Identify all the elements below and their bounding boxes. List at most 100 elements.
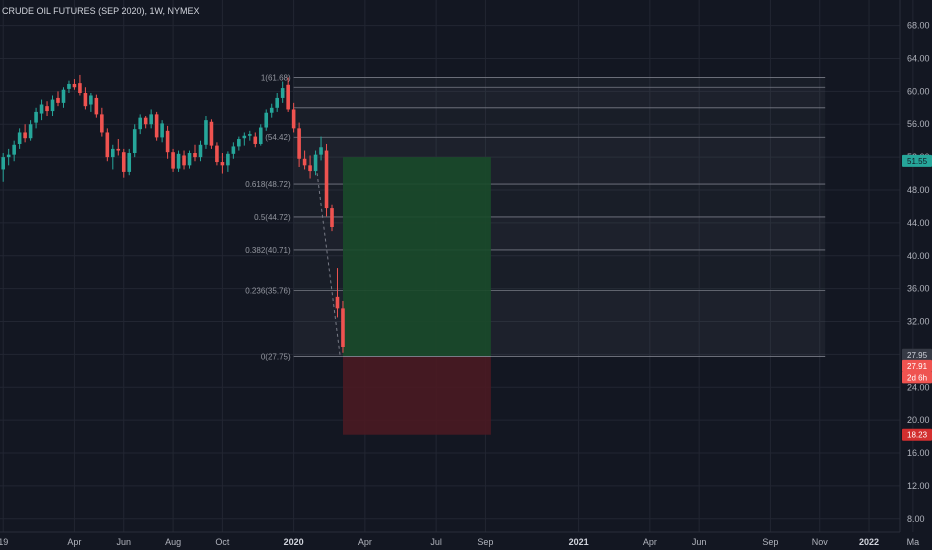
price-tag: 18.23 (902, 428, 932, 441)
candle (302, 150, 307, 170)
candle-body (302, 158, 307, 166)
candle-body (237, 139, 241, 147)
candle-body (313, 154, 318, 172)
candle (111, 144, 115, 170)
candle (39, 99, 44, 121)
fib-level-label: 1(61.68) (261, 74, 291, 83)
y-tick-label: 8.00 (907, 514, 925, 524)
candle (226, 151, 230, 172)
candle-body (83, 93, 88, 107)
candle-body (291, 109, 296, 129)
time-axis[interactable]: 19 Apr Jun Aug Oct 2020 Apr Jul Sep 2021 Apr Jun Sep… (0, 531, 920, 547)
candle-body (28, 124, 33, 139)
stop-loss-zone[interactable] (342, 356, 491, 435)
fib-level-label: (54.42) (265, 133, 291, 142)
fib-zone (293, 107, 826, 138)
candle-body (275, 97, 279, 108)
candle-body (61, 89, 66, 103)
candle (297, 122, 301, 167)
y-tick-label: 60.00 (907, 86, 930, 96)
candle-body (94, 97, 99, 115)
price-tag-bg (902, 154, 932, 167)
x-tick-label: Ma (907, 537, 920, 547)
candle-body (231, 146, 236, 154)
candle (12, 140, 16, 162)
price-tag-label: 18.23 (907, 431, 928, 440)
x-tick-label: Sep (477, 537, 493, 547)
profit-zone[interactable] (342, 157, 491, 357)
candle-body (72, 83, 77, 88)
candle-body (111, 148, 115, 158)
candle-body (165, 130, 170, 153)
candle (187, 150, 192, 169)
candle (78, 74, 82, 96)
candle-body (308, 165, 312, 172)
candle-body (286, 84, 290, 110)
candle (330, 204, 334, 232)
x-tick-label: 19 (0, 537, 8, 547)
candle (248, 130, 252, 141)
candle (127, 148, 132, 176)
candle-body (264, 112, 269, 128)
candle (204, 116, 208, 149)
price-tag-bg (902, 348, 932, 361)
candle (132, 124, 137, 158)
x-tick-label: Apr (643, 537, 657, 547)
fib-zone (293, 77, 826, 88)
price-tag: 51.55 (902, 154, 932, 167)
price-tag: 27.91 (902, 359, 932, 372)
price-tag-label: 51.55 (907, 157, 928, 166)
candle (121, 148, 126, 178)
candle-body (100, 114, 104, 133)
candle (220, 153, 225, 174)
candle (61, 87, 66, 108)
candle-body (89, 95, 93, 105)
y-tick-label: 12.00 (907, 481, 930, 491)
price-tag: 2d 6h (902, 371, 932, 384)
x-tick-label: Nov (812, 537, 829, 547)
candle (319, 136, 323, 161)
candle (324, 143, 329, 217)
candle-body (45, 106, 49, 112)
candle-body (154, 114, 159, 138)
candle (89, 93, 93, 112)
candle (67, 80, 71, 94)
fib-level-label: 0.618(48.72) (245, 180, 291, 189)
x-tick-label: Apr (67, 537, 81, 547)
candle-body (105, 132, 110, 158)
price-tag: 27.95 (902, 348, 932, 361)
candle-body (248, 134, 252, 136)
candle-body (330, 208, 334, 227)
candle (291, 102, 296, 133)
candle (264, 109, 269, 131)
fib-level-label: 0.5(44.72) (254, 213, 291, 222)
candle (56, 91, 60, 107)
x-tick-label: Jul (430, 537, 442, 547)
candle (100, 107, 104, 137)
candle-body (121, 152, 126, 172)
candle (335, 268, 340, 318)
candle (171, 148, 175, 172)
candle (198, 140, 203, 162)
candle-body (50, 99, 55, 112)
candle-body (198, 144, 203, 158)
candle-body (160, 123, 164, 138)
y-tick-label: 32.00 (907, 317, 930, 327)
candle (17, 128, 22, 149)
y-tick-label: 64.00 (907, 53, 930, 63)
position-tool[interactable] (315, 157, 491, 435)
candle-body (253, 136, 258, 144)
y-tick-label: 44.00 (907, 218, 930, 228)
x-tick-label: 2021 (569, 537, 589, 547)
y-tick-label: 68.00 (907, 21, 930, 31)
price-tag-bg (902, 428, 932, 441)
candle (116, 139, 121, 156)
candle (6, 148, 11, 166)
y-tick-label: 36.00 (907, 284, 930, 294)
candle (258, 124, 263, 146)
fib-level-label: 0.382(40.71) (245, 246, 291, 255)
y-tick-label: 56.00 (907, 119, 930, 129)
candle-body (138, 117, 142, 130)
candle-body (176, 153, 181, 169)
